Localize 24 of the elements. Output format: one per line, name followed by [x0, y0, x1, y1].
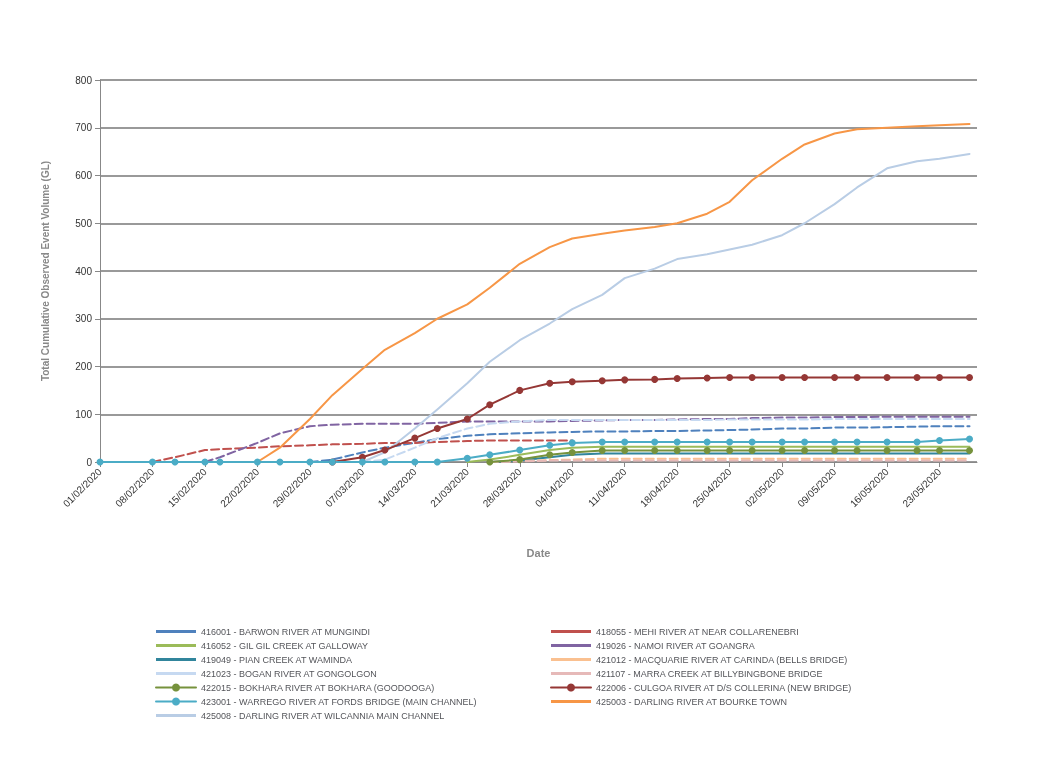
y-tick-label: 300	[75, 313, 93, 325]
legend-label: 418055 - MEHI RIVER AT NEAR COLLARENEBRI	[596, 626, 799, 637]
legend-label: 419049 - PIAN CREEK AT WAMINDA	[201, 654, 352, 665]
legend-label: 421012 - MACQUARIE RIVER AT CARINDA (BELLS BRIDGE)	[596, 654, 848, 665]
legend-label: 421107 - MARRA CREEK AT BILLYBINGBONE BRIDGE	[596, 668, 823, 679]
y-tick-label: 800	[75, 74, 93, 86]
x-axis-title: Date	[526, 546, 551, 559]
y-tick-label: 400	[75, 265, 93, 277]
y-tick-label: 500	[75, 217, 93, 229]
y-tick-label: 100	[75, 408, 93, 420]
legend-label: 425003 - DARLING RIVER AT BOURKE TOWN	[596, 696, 787, 707]
y-tick-label: 0	[86, 456, 93, 468]
legend-label: 416001 - BARWON RIVER AT MUNGINDI	[201, 626, 371, 637]
y-tick-label: 700	[75, 122, 93, 134]
legend-label: 425008 - DARLING RIVER AT WILCANNIA MAIN CHANNEL	[201, 710, 445, 721]
legend-label: 422006 - CULGOA RIVER AT D/S COLLERINA (NEW BRIDGE)	[596, 682, 852, 693]
y-tick-label: 200	[75, 361, 93, 372]
y-axis-title: Total Cumulative Observed Event Volume (GL)	[39, 160, 51, 382]
y-tick-label: 600	[75, 170, 93, 181]
legend-label: 416052 - GIL GIL CREEK AT GALLOWAY	[201, 640, 369, 651]
legend-label: 421023 - BOGAN RIVER AT GONGOLGON	[201, 668, 377, 679]
legend-label: 423001 - WARREGO RIVER AT FORDS BRIDGE (MAIN CHANNEL)	[201, 696, 477, 707]
legend-label: 422015 - BOKHARA RIVER AT BOKHARA (GOODOOGA)	[201, 682, 435, 693]
legend-label: 419026 - NAMOI RIVER AT GOANGRA	[596, 640, 755, 651]
